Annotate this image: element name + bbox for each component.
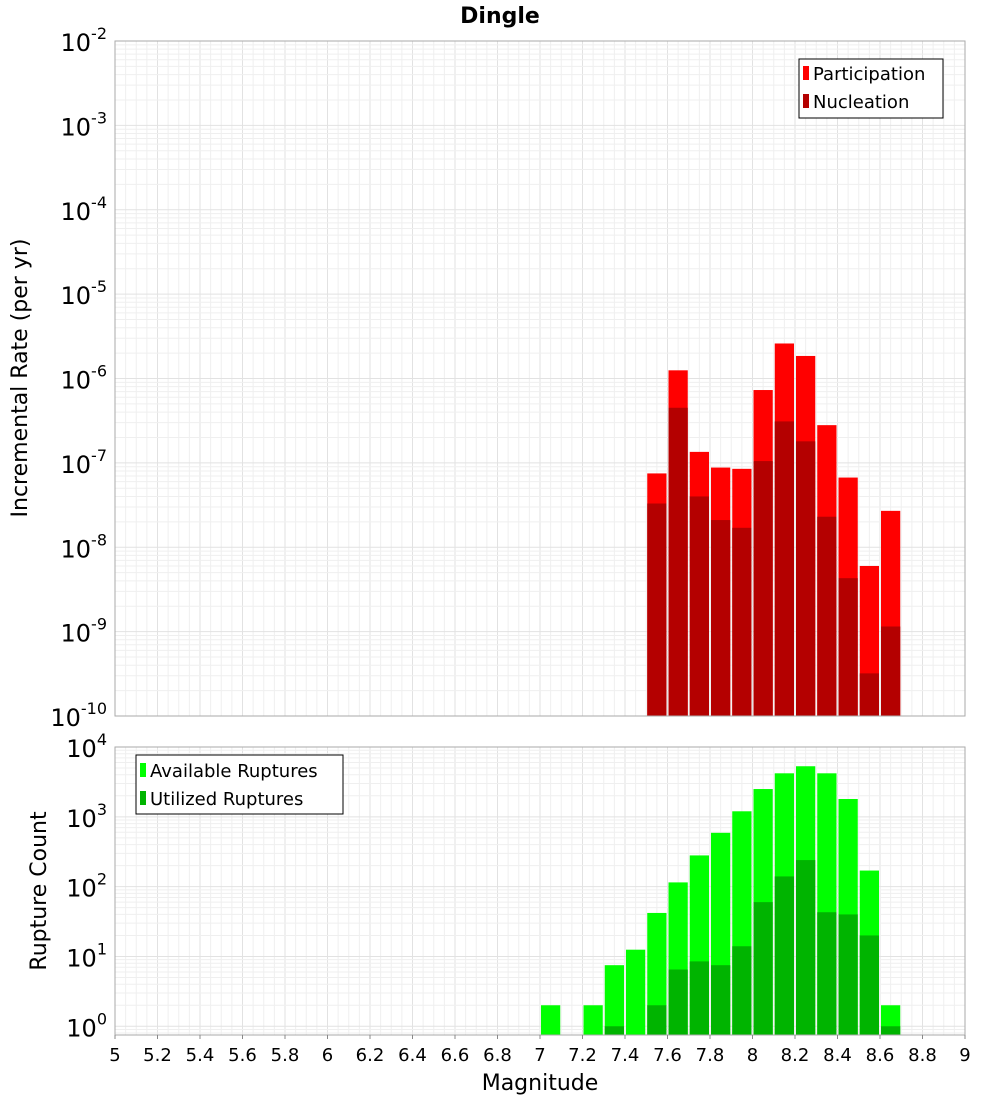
x-tick-label: 6.8 [483,1045,512,1066]
top-y-tick-labels: 10-10 10-9 10-8 10-7 10-6 10-5 10-4 10-3 10-2 [50,24,107,732]
x-tick-labels: 5 5.2 5.4 5.6 5.8 6 6.2 6.4 6.6 6.8 7 7.2 7.4 7.6 7.8 8… [109,1035,971,1066]
bar-utilized [668,969,688,1035]
y-tick-label: 100 [66,1009,107,1042]
legend-swatch-participation [803,66,809,80]
x-tick-label: 5 [109,1045,120,1066]
x-tick-label: 8.8 [908,1045,937,1066]
legend-label-participation: Participation [813,64,925,85]
x-tick-label: 8.2 [781,1045,810,1066]
bar-available [626,949,646,1035]
y-tick-label: 103 [66,800,107,833]
x-tick-label: 8.6 [866,1045,895,1066]
bar-nucleation [796,441,816,716]
x-tick-label: 8 [747,1045,758,1066]
legend-label-available: Available Ruptures [150,761,318,782]
bar-nucleation [859,673,879,716]
top-grid [114,40,966,717]
bar-utilized [817,912,837,1035]
bar-utilized [689,961,709,1035]
bar-nucleation [668,407,688,716]
bar-available [647,912,667,1035]
bottom-bars [541,766,901,1035]
bar-utilized [732,946,752,1035]
bar-nucleation [817,516,837,716]
bottom-legend-box [135,754,344,815]
bottom-legend: Available Ruptures Utilized Ruptures [135,754,344,815]
legend-label-utilized: Utilized Ruptures [150,789,303,810]
bar-utilized [881,1026,901,1035]
top-legend: Participation Nucleation [798,58,944,119]
x-tick-label: 5.2 [143,1045,172,1066]
bar-nucleation [689,496,709,716]
y-tick-label: 10-8 [61,530,108,563]
x-tick-label: 7.8 [696,1045,725,1066]
y-tick-label: 104 [66,730,107,763]
top-bars [647,343,901,716]
bar-nucleation [647,503,667,716]
x-tick-label: 7.6 [653,1045,682,1066]
x-tick-label: 5.8 [271,1045,300,1066]
bar-available [583,1005,603,1035]
top-legend-box [798,58,944,119]
x-tick-label: 5.6 [228,1045,257,1066]
bar-nucleation [711,520,731,716]
x-tick-label: 6.2 [356,1045,385,1066]
bar-nucleation [838,578,858,716]
y-tick-label: 10-7 [61,446,108,479]
x-tick-label: 7.4 [611,1045,640,1066]
bar-nucleation [753,461,773,716]
bar-utilized [774,876,794,1035]
bar-nucleation [732,527,752,716]
y-tick-label: 10-9 [61,615,108,648]
bar-utilized [711,965,731,1035]
bar-utilized [796,860,816,1035]
bar-utilized [859,935,879,1035]
x-tick-label: 6.6 [441,1045,470,1066]
bar-available [604,965,624,1035]
bottom-plot: 100 101 102 103 104 5 5.2 5.4 5.6 5.8 6 6.2 6.4 6.6 6… [27,730,971,1096]
x-tick-label: 8.4 [823,1045,852,1066]
bar-utilized [753,902,773,1035]
top-plot-frame [114,40,966,717]
y-tick-label: 10-2 [61,24,108,57]
y-tick-label: 102 [66,870,107,903]
x-tick-label: 7 [534,1045,545,1066]
legend-swatch-nucleation [803,94,809,108]
top-y-axis-label: Incremental Rate (per yr) [8,239,33,518]
bottom-y-axis-label: Rupture Count [27,811,52,971]
bar-nucleation [881,626,901,716]
y-tick-label: 10-6 [61,362,108,395]
y-tick-label: 10-4 [61,193,108,226]
y-tick-label: 10-3 [61,108,108,141]
legend-swatch-available [140,763,146,777]
x-tick-label: 6 [322,1045,333,1066]
bar-nucleation [774,421,794,716]
bar-utilized [647,1005,667,1035]
bar-utilized [604,1026,624,1035]
legend-label-nucleation: Nucleation [813,92,909,113]
x-tick-label: 5.4 [186,1045,215,1066]
bottom-y-tick-labels: 100 101 102 103 104 [66,730,107,1042]
y-tick-label: 101 [66,939,107,972]
bar-utilized [838,914,858,1035]
y-tick-label: 10-10 [50,699,107,732]
chart-title: Dingle [460,4,540,29]
top-plot: 10-10 10-9 10-8 10-7 10-6 10-5 10-4 10-3 10-2 In… [8,24,966,732]
x-tick-label: 9 [959,1045,970,1066]
x-tick-label: 6.4 [398,1045,427,1066]
x-axis-label: Magnitude [482,1071,599,1096]
x-tick-label: 7.2 [568,1045,597,1066]
legend-swatch-utilized [140,791,146,805]
bar-available [541,1005,561,1035]
y-tick-label: 10-5 [61,277,108,310]
